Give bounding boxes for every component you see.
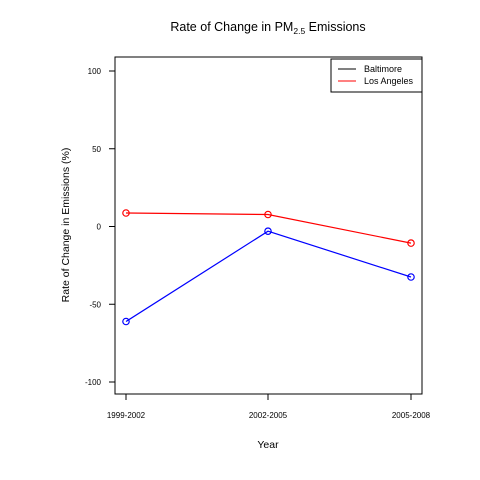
series-1-point-2002-2005 (264, 210, 272, 219)
chart-title-suffix: Emissions (305, 20, 365, 34)
y-tick-label: 100 (88, 67, 102, 76)
x-tick-label: 2005-2008 (392, 411, 431, 420)
x-tick-label: 1999-2002 (107, 411, 146, 420)
series-0-line (125, 230, 412, 323)
plot-frame (114, 56, 423, 395)
legend: Baltimore Los Angeles (330, 58, 423, 93)
series-0-point-2002-2005 (264, 227, 272, 236)
y-tick-label: 50 (92, 145, 101, 154)
series-1-line (125, 212, 412, 244)
series-0-point-2005-2008 (407, 273, 415, 281)
legend-label-los-angeles: Los Angeles (364, 76, 414, 86)
chart-title-subscript: 2.5 (293, 26, 305, 36)
legend-label-baltimore: Baltimore (364, 64, 402, 74)
x-axis-label: Year (257, 439, 279, 451)
series-1-point-2005-2008 (407, 239, 415, 247)
y-tick-label: -50 (89, 300, 101, 309)
chart-title: Rate of Change in PM2.5 Emissions (170, 20, 365, 36)
x-tick-label: 2002-2005 (249, 411, 288, 420)
series-0-point-1999-2002 (122, 317, 130, 326)
y-tick-label: -100 (85, 378, 102, 387)
y-axis: 100 50 0 -50 -100 (85, 67, 116, 387)
y-axis-label: Rate of Change in Emissions (%) (60, 148, 72, 303)
legend-box (330, 58, 423, 93)
x-axis: 1999-2002 2002-2005 2005-2008 (107, 393, 431, 420)
y-tick-label: 0 (97, 223, 102, 232)
chart-title-main: Rate of Change in PM (170, 20, 293, 34)
series-layer (122, 209, 415, 326)
series-1-point-1999-2002 (122, 209, 130, 217)
